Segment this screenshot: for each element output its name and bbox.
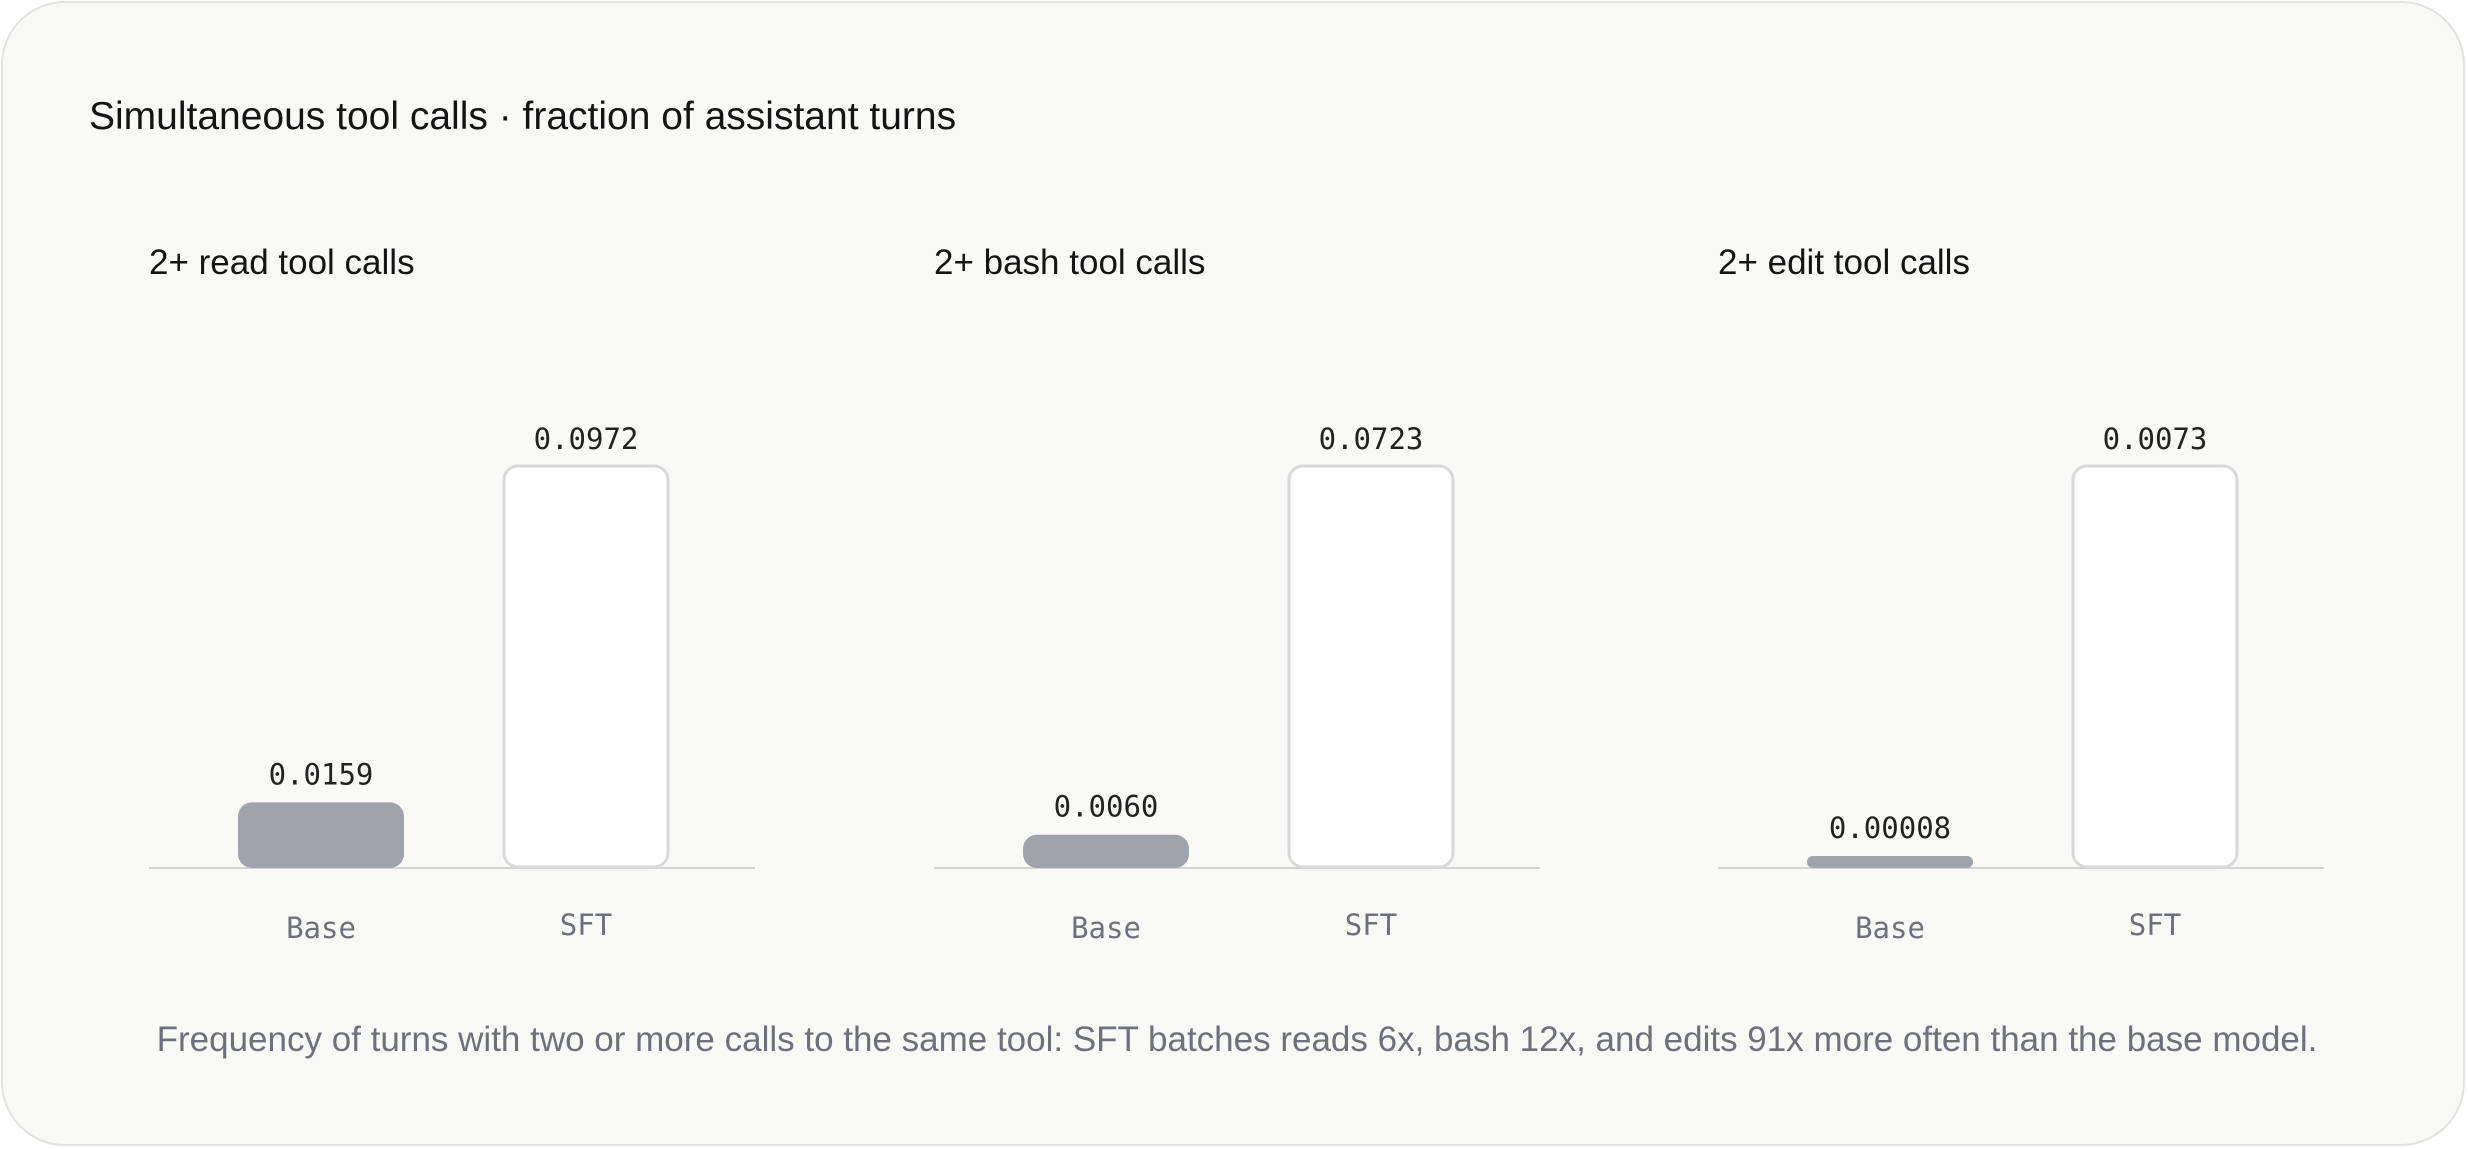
value-label: 0.0723 [1319,422,1424,456]
chart-caption: Frequency of turns with two or more call… [156,1020,2318,1059]
category-label: SFT [1345,908,1397,942]
category-label: SFT [2129,908,2181,942]
bar-sft [1287,464,1455,869]
bar-sft [502,464,670,869]
bar-base [238,802,404,868]
chart-panel-edit: 2+ edit tool calls 0.00008 Base 0.0073 SFT [1718,243,2324,963]
panel-plot: 0.0159 Base 0.0972 SFT [149,422,755,945]
category-label: SFT [560,908,612,942]
panel-plot: 0.0060 Base 0.0723 SFT [934,422,1540,945]
bar-sft [2071,464,2239,869]
value-label: 0.00008 [1829,811,1951,845]
panel-title: 2+ edit tool calls [1718,243,1970,282]
bar-base [1807,856,1973,868]
panel-title: 2+ read tool calls [149,243,415,282]
panel-title: 2+ bash tool calls [934,243,1206,282]
panel-plot: 0.00008 Base 0.0073 SFT [1718,422,2324,945]
chart-panel-bash: 2+ bash tool calls 0.0060 Base 0.0723 SFT [934,243,1540,963]
bar-base [1023,834,1189,868]
value-label: 0.0060 [1054,790,1159,824]
category-label: Base [1071,911,1141,945]
chart-title: Simultaneous tool calls · fraction of as… [89,95,957,138]
value-label: 0.0073 [2103,422,2208,456]
value-label: 0.0972 [534,422,639,456]
category-label: Base [1855,911,1925,945]
category-label: Base [286,911,356,945]
value-label: 0.0159 [269,757,374,791]
chart-panel-read: 2+ read tool calls 0.0159 Base 0.0972 SFT [149,243,755,963]
